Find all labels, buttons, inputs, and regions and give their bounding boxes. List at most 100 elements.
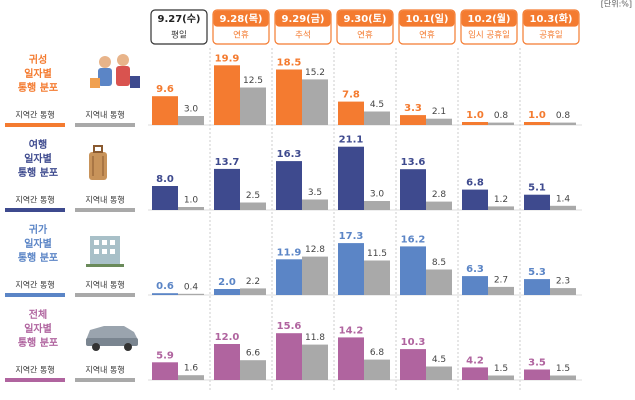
value-label: 17.3 xyxy=(339,231,364,242)
date-label: 9.29(금) xyxy=(281,13,324,25)
row-title: 전체 xyxy=(29,308,47,321)
day-type-label: 연휴 xyxy=(419,31,435,41)
bar xyxy=(524,194,550,210)
value-label: 15.6 xyxy=(277,321,302,332)
value-label: 3.5 xyxy=(308,188,322,198)
legend-label: 지역내 통행 xyxy=(85,280,124,290)
bar xyxy=(426,366,452,380)
legend-swatch xyxy=(5,378,65,382)
bar xyxy=(178,116,204,125)
bar xyxy=(462,367,488,380)
value-label: 16.3 xyxy=(277,149,302,160)
date-box-top xyxy=(399,10,455,27)
bar xyxy=(462,276,488,295)
value-label: 0.6 xyxy=(156,281,174,292)
value-label: 3.0 xyxy=(184,105,199,115)
value-label: 12.5 xyxy=(243,76,263,86)
value-label: 1.0 xyxy=(528,110,546,121)
value-label: 9.6 xyxy=(156,84,174,95)
legend-swatch xyxy=(75,293,135,297)
value-label: 19.9 xyxy=(215,53,240,64)
legend-label: 지역간 통행 xyxy=(15,280,54,290)
legend-swatch xyxy=(5,123,65,127)
bar xyxy=(276,333,302,380)
date-label: 10.1(일) xyxy=(405,12,448,25)
day-type-label: 공휴일 xyxy=(539,31,562,41)
icon-family xyxy=(90,54,140,88)
bar xyxy=(400,115,426,125)
value-label: 1.4 xyxy=(556,194,571,204)
value-label: 1.0 xyxy=(184,196,199,206)
value-label: 21.1 xyxy=(339,135,364,146)
bar xyxy=(488,375,514,380)
bar xyxy=(550,122,576,125)
bar xyxy=(276,69,302,125)
value-label: 6.8 xyxy=(466,178,484,189)
row-title: 통행 분포 xyxy=(18,81,58,94)
row-title: 귀성 xyxy=(29,53,47,66)
value-label: 6.8 xyxy=(370,348,385,358)
icon-car xyxy=(86,326,138,351)
bar xyxy=(364,201,390,210)
value-label: 13.6 xyxy=(401,157,426,168)
bar xyxy=(400,349,426,380)
value-label: 6.6 xyxy=(246,349,261,359)
bar xyxy=(178,293,204,295)
date-box-top xyxy=(523,10,579,27)
value-label: 16.2 xyxy=(401,234,426,245)
value-label: 1.5 xyxy=(556,364,570,374)
bar xyxy=(214,65,240,125)
day-type-label: 임시 공휴일 xyxy=(468,30,510,41)
date-box xyxy=(150,9,208,45)
bar xyxy=(338,243,364,295)
value-label: 10.3 xyxy=(401,337,426,348)
bar xyxy=(338,146,364,210)
value-label: 5.1 xyxy=(528,183,546,194)
date-label: 9.30(토) xyxy=(343,13,386,25)
bar xyxy=(488,206,514,210)
bar xyxy=(302,199,328,210)
legend-label: 지역간 통행 xyxy=(15,195,54,205)
value-label: 14.2 xyxy=(339,325,364,336)
row-title: 통행 분포 xyxy=(18,251,58,264)
bar xyxy=(364,359,390,380)
bar xyxy=(276,259,302,295)
bar xyxy=(152,186,178,210)
row-title: 통행 분포 xyxy=(18,166,58,179)
bar xyxy=(338,101,364,125)
icon-building xyxy=(86,236,124,267)
value-label: 1.2 xyxy=(494,195,508,205)
value-label: 0.4 xyxy=(184,282,199,292)
value-label: 11.5 xyxy=(367,249,387,259)
value-label: 5.9 xyxy=(156,350,174,361)
value-label: 6.3 xyxy=(466,264,484,275)
bar xyxy=(302,256,328,295)
bar xyxy=(240,202,266,210)
bar xyxy=(302,79,328,125)
bar xyxy=(364,260,390,295)
date-box-top xyxy=(461,10,517,27)
day-type-label: 추석 xyxy=(295,30,311,41)
bar xyxy=(302,344,328,380)
value-label: 2.2 xyxy=(246,277,260,287)
value-label: 4.2 xyxy=(466,355,484,366)
bar xyxy=(400,169,426,210)
bar xyxy=(524,122,550,125)
bar xyxy=(364,111,390,125)
bar xyxy=(426,118,452,125)
value-label: 4.5 xyxy=(370,100,384,110)
date-box-top xyxy=(213,10,269,27)
date-label: 9.27(수) xyxy=(157,13,200,25)
unit-label: [단위:%] xyxy=(601,0,632,9)
date-label: 10.3(화) xyxy=(529,13,572,25)
bar xyxy=(240,360,266,380)
icon-suitcase xyxy=(89,145,107,180)
bar xyxy=(488,122,514,125)
value-label: 7.8 xyxy=(342,90,360,101)
date-box-top xyxy=(275,10,331,27)
value-label: 12.8 xyxy=(305,245,325,255)
value-label: 4.5 xyxy=(432,355,446,365)
value-label: 1.5 xyxy=(494,364,508,374)
bar xyxy=(524,279,550,295)
